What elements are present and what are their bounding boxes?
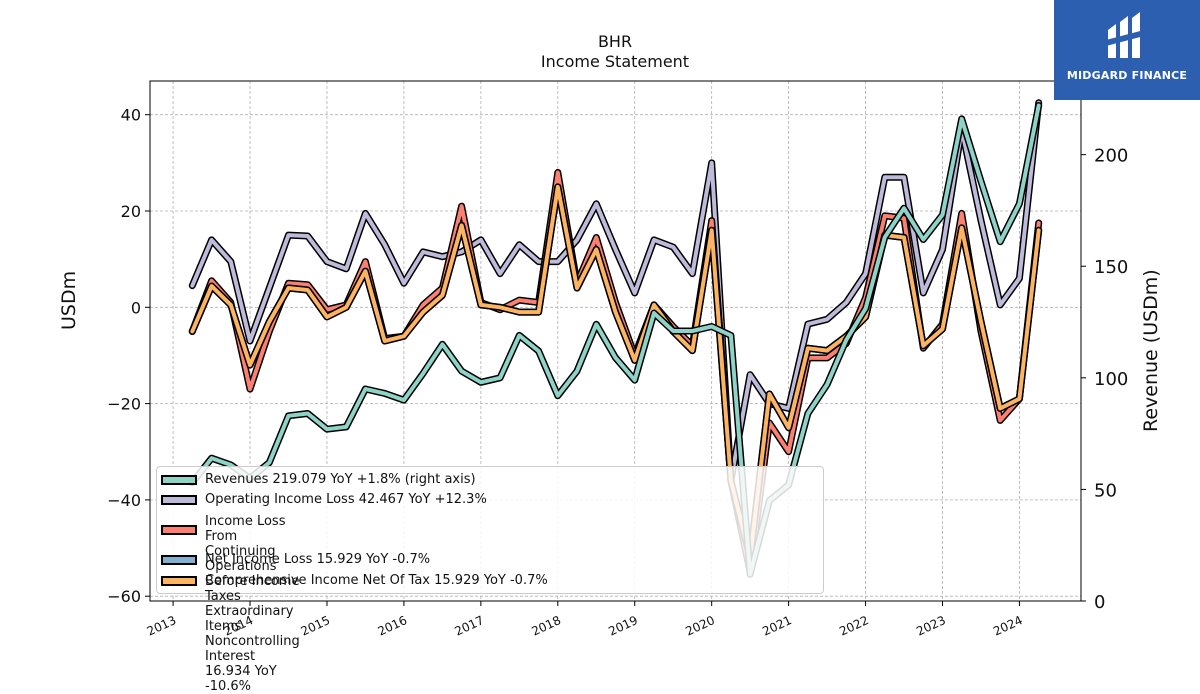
plot-frame bbox=[149, 80, 1082, 602]
y-right-tick-label: 150 bbox=[1094, 257, 1128, 278]
x-tick-label: 2016 bbox=[376, 613, 410, 639]
series-line-comprehensive-4 bbox=[190, 184, 1041, 560]
legend-swatch-income-before-taxes bbox=[161, 525, 197, 535]
y-left-tick-label: 20 bbox=[121, 202, 141, 221]
axes bbox=[149, 80, 1082, 602]
y-axis-left-label: USDm bbox=[58, 270, 80, 330]
chart-title-line1: BHR bbox=[597, 32, 633, 51]
legend-label-income-before-taxes: Income Loss From Continuing Operations B… bbox=[205, 514, 300, 694]
y-right-tick-label: 50 bbox=[1094, 480, 1117, 501]
x-tick-label: 2022 bbox=[837, 613, 871, 639]
x-tick-label: 2017 bbox=[453, 613, 487, 639]
y-left-tick-label: 40 bbox=[121, 106, 141, 125]
y-left-tick-label: 0 bbox=[131, 298, 141, 317]
y-right-tick-label: 0 bbox=[1094, 592, 1105, 613]
midgard-finance-logo: MIDGARD FINANCE bbox=[1054, 0, 1200, 100]
legend-label-net-income: Net Income Loss 15.929 YoY -0.7% bbox=[205, 552, 431, 567]
legend-swatch-comprehensive-income bbox=[161, 576, 197, 586]
series-lines bbox=[188, 99, 1043, 578]
y-right-tick-label: 200 bbox=[1094, 146, 1128, 167]
y-left-tick-label: −20 bbox=[107, 395, 141, 414]
y-axis-right-label: Revenue (USDm) bbox=[1140, 269, 1162, 432]
chart-title-line2: Income Statement bbox=[540, 52, 690, 71]
legend-label-revenues: Revenues 219.079 YoY +1.8% (right axis) bbox=[205, 472, 476, 487]
x-tick-label: 2020 bbox=[683, 613, 717, 639]
x-tick-label: 2024 bbox=[991, 613, 1025, 639]
y-left-tick-label: −60 bbox=[107, 587, 141, 606]
y-right-tick-label: 100 bbox=[1094, 369, 1128, 390]
logo-mark-icon bbox=[1106, 12, 1144, 58]
legend-swatch-operating-income bbox=[161, 495, 197, 505]
x-tick-label: 2015 bbox=[299, 613, 333, 639]
grid-lines bbox=[150, 81, 1081, 601]
logo-text: MIDGARD FINANCE bbox=[1066, 69, 1188, 82]
legend-swatch-revenues bbox=[161, 475, 197, 485]
x-tick-label: 2019 bbox=[606, 613, 640, 639]
legend-label-operating-income: Operating Income Loss 42.467 YoY +12.3% bbox=[205, 492, 487, 507]
x-tick-label: 2013 bbox=[145, 613, 179, 639]
y-right-tick-labels: 0 50 100 150 200 bbox=[1081, 146, 1128, 613]
x-tick-label: 2023 bbox=[914, 613, 948, 639]
y-left-tick-label: −40 bbox=[107, 491, 141, 510]
series-line-revenues-0 bbox=[190, 103, 1041, 577]
x-tick-label: 2021 bbox=[760, 613, 794, 639]
x-tick-label: 2018 bbox=[529, 613, 563, 639]
series-line-operating-1 bbox=[190, 100, 1041, 483]
legend-swatch-net-income bbox=[161, 555, 197, 565]
chart-legend: Revenues 219.079 YoY +1.8% (right axis) … bbox=[156, 466, 824, 694]
legend-label-comprehensive-income: Comprehensive Income Net Of Tax 15.929 Y… bbox=[205, 573, 548, 588]
income-statement-chart: 2013 2014 2015 2016 2017 2018 2019 2020 2021 2022… bbox=[107, 80, 1128, 639]
y-left-tick-labels: −60 −40 −20 0 20 40 bbox=[107, 106, 150, 606]
